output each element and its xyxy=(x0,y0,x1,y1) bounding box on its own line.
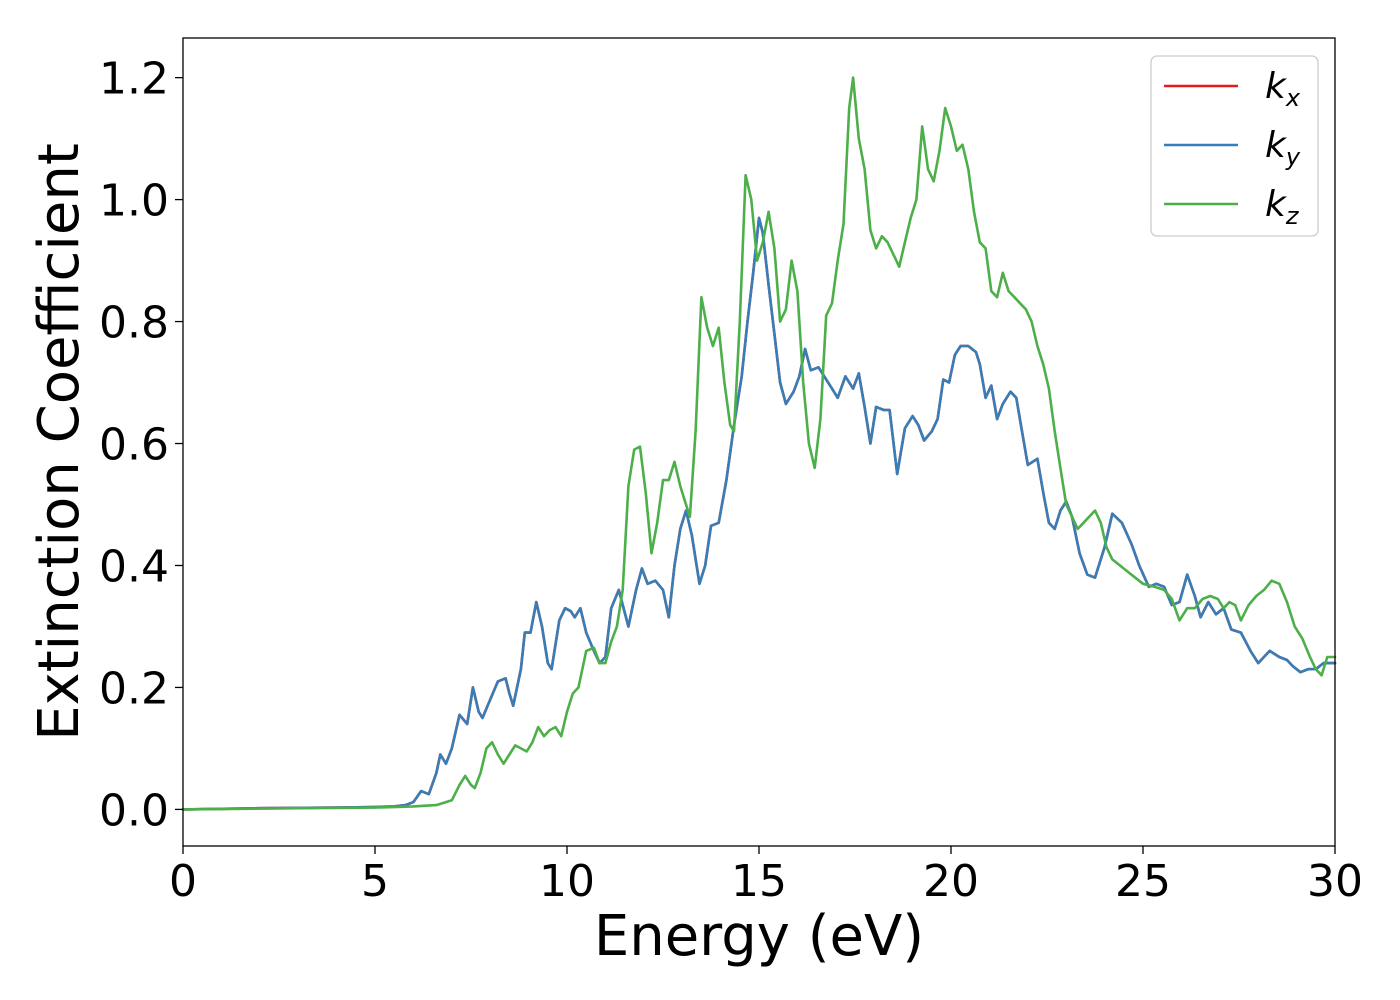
x-tick-label: 5 xyxy=(361,856,389,907)
y-axis-label: Extinction Coefficient xyxy=(27,143,92,741)
x-tick-label: 25 xyxy=(1115,856,1171,907)
y-tick-label: 1.2 xyxy=(99,54,169,105)
legend-label-y: ky xyxy=(1265,125,1301,171)
x-tick-label: 20 xyxy=(923,856,979,907)
x-tick-label: 10 xyxy=(539,856,595,907)
y-tick-label: 0.2 xyxy=(99,663,169,714)
legend: kx ky kz xyxy=(1150,55,1319,237)
y-tick-label: 0.8 xyxy=(99,298,169,349)
y-tick-label: 1.0 xyxy=(99,176,169,227)
x-tick-label: 30 xyxy=(1307,856,1363,907)
x-tick-label: 15 xyxy=(731,856,787,907)
x-axis: 0 5 10 15 20 25 30 xyxy=(169,846,1363,907)
y-axis: 0.0 0.2 0.4 0.6 0.8 1.0 1.2 xyxy=(99,54,183,836)
x-tick-label: 0 xyxy=(169,856,197,907)
series-layer xyxy=(181,76,1337,811)
series-line-z xyxy=(181,76,1337,811)
y-tick-label: 0.6 xyxy=(99,420,169,471)
x-axis-label: Energy (eV) xyxy=(594,904,924,969)
legend-label-x: kx xyxy=(1265,66,1301,112)
y-tick-label: 0.0 xyxy=(99,785,169,836)
y-tick-label: 0.4 xyxy=(99,541,169,592)
legend-label-z: kz xyxy=(1265,184,1300,230)
